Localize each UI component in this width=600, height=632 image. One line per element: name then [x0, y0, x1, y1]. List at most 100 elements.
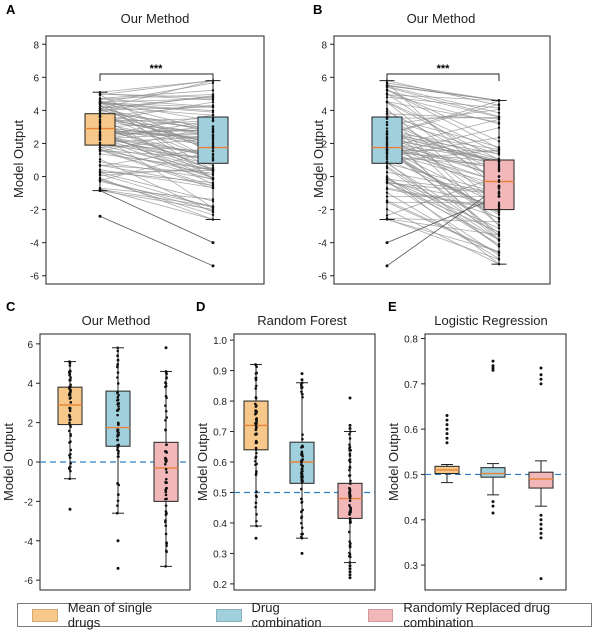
panel-d-point-1-42 [300, 532, 303, 536]
panel-b-pair-line-30 [386, 149, 500, 162]
panel-a-pair-line-95 [99, 80, 214, 93]
panel-a-pair-line-79 [99, 125, 214, 171]
panel-a-point-1-26 [211, 98, 215, 102]
panel-e-outlier-2-0 [539, 366, 543, 370]
panel-c-point-0-33 [69, 418, 72, 421]
panel-c-point-0-46 [68, 415, 71, 419]
panel-b-point-0-29 [385, 214, 389, 217]
panel-e-outlier-2-3 [539, 382, 543, 386]
panel-d-point-2-52 [348, 499, 352, 503]
panel-b-pair-line-72 [386, 101, 500, 161]
panel-a-point-0-95 [98, 91, 102, 94]
panel-d-point-1-61 [300, 536, 304, 540]
panel-d-point-1-59 [300, 515, 304, 518]
panel-b-point-1-44 [497, 151, 501, 154]
panel-b-pair-line-57 [386, 217, 500, 223]
panel-b-point-1-86 [497, 175, 501, 178]
panel-a-pair-line-86 [99, 95, 214, 112]
panel-e-outlier-1-5 [491, 504, 495, 508]
panel-a-point-1-69 [211, 104, 215, 107]
panel-c-point-2-35 [164, 532, 168, 536]
panel-d-point-1-22 [301, 445, 305, 449]
panel-c-point-1-29 [116, 499, 120, 503]
panel-d-point-0-40 [255, 519, 258, 523]
panel-b-pair-line-62 [386, 162, 500, 236]
panel-c-point-1-9 [116, 504, 119, 507]
panel-b-point-0-91 [385, 127, 389, 130]
panel-b-point-1-89 [497, 99, 501, 102]
panel-a-sig-bracket [99, 73, 214, 81]
panel-d-point-1-17 [300, 487, 303, 491]
panel-b-pair-line-23 [386, 108, 500, 207]
panel-b-ytick-label-5: 4 [321, 106, 327, 117]
panel-b-pair-line-41 [386, 90, 500, 118]
panel-a-point-0-83 [98, 144, 102, 147]
panel-c-point-1-24 [117, 450, 120, 453]
panel-a-ytick-label-2: -2 [30, 206, 39, 217]
panel-b-pair-line-64 [386, 139, 500, 192]
panel-b-pair-line-44 [386, 101, 500, 154]
panel-a-point-0-69 [98, 115, 102, 118]
panel-a-pair-line-23 [99, 131, 214, 140]
panel-b-pair-line-2 [386, 201, 500, 254]
panel-a-point-1-66 [211, 100, 215, 104]
panel-a-pair-line-84 [99, 94, 214, 155]
panel-a-pair-line-32 [99, 169, 214, 188]
panel-c-point-1-45 [116, 408, 120, 412]
panel-a-point-1-88 [211, 137, 215, 140]
panel-d-point-2-59 [348, 449, 351, 452]
panel-a-point-0-80 [98, 105, 102, 108]
panel-d-ytick-label-5: 0.7 [213, 428, 227, 439]
panel-a-point-0-8 [98, 111, 102, 114]
panel-e-outlier-0-1 [445, 418, 449, 422]
panel-e-outlier-2-1 [539, 373, 543, 377]
panel-a-frame [45, 35, 265, 285]
panel-b-point-1-47 [497, 224, 501, 227]
panel-a-pair-line-47 [99, 115, 214, 130]
panel-c-title: Our Method [82, 313, 151, 328]
panel-b-point-0-51 [385, 139, 389, 143]
panel-c-point-2-32 [165, 443, 168, 447]
panel-c-ytick-label-4: 2 [27, 419, 33, 430]
panel-e-outlier-0-6 [445, 441, 449, 445]
panel-d-point-0-33 [255, 371, 258, 375]
panel-a-point-0-90 [98, 138, 102, 142]
panel-b-pair-line-35 [386, 134, 500, 240]
panel-b-point-1-17 [497, 108, 501, 111]
panel-d-outlier-2-5 [348, 570, 352, 574]
panel-b-pair-line-80 [386, 208, 500, 265]
panel-d-point-2-42 [348, 474, 351, 477]
panel-b-sig-label: *** [437, 63, 451, 75]
panel-d-point-0-50 [254, 384, 258, 388]
panel-a-point-1-75 [211, 131, 215, 134]
panel-c-point-1-28 [116, 446, 120, 449]
legend-item-combo: Drug combination [215, 600, 338, 630]
panel-c-point-1-61 [115, 511, 119, 515]
panel-c-point-1-13 [117, 493, 120, 496]
panel-a-point-0-49 [98, 148, 102, 151]
panel-d-ytick-label-8: 1.0 [213, 336, 227, 347]
panel-c-point-1-60 [116, 346, 119, 350]
panel-b-point-1-54 [497, 211, 501, 215]
panel-c-point-0-27 [69, 465, 72, 468]
panel-d-point-1-40 [300, 500, 304, 504]
panel-c-outlier-0-0 [68, 507, 72, 511]
panel-a-pair-line-70 [99, 123, 214, 146]
panel-c: Our Method Model Output -6 -4 -2 0 2 4 6 [1, 313, 191, 591]
panel-c-point-2-54 [165, 376, 168, 379]
panel-d-point-0-35 [254, 494, 258, 498]
panel-e-box-1 [480, 467, 506, 478]
panel-a-ytick-label-6: 6 [33, 73, 39, 84]
panel-b-point-0-93 [385, 143, 389, 146]
panel-a-title: Our Method [121, 11, 190, 26]
panel-b-pair-line-1 [386, 182, 500, 195]
panel-c-point-0-30 [68, 441, 71, 444]
panel-b-pair-line-50 [386, 188, 500, 211]
panel-b-pair-line-43 [386, 118, 500, 148]
panel-b-ytick-label-3: 0 [321, 173, 327, 184]
panel-b-point-0-82 [385, 176, 389, 179]
panel-b-pair-line-95 [386, 80, 500, 106]
panel-a-point-0-12 [98, 158, 102, 161]
panel-b-point-0-90 [385, 166, 389, 170]
panel-e-ytick-label-3: 0.6 [404, 425, 418, 436]
